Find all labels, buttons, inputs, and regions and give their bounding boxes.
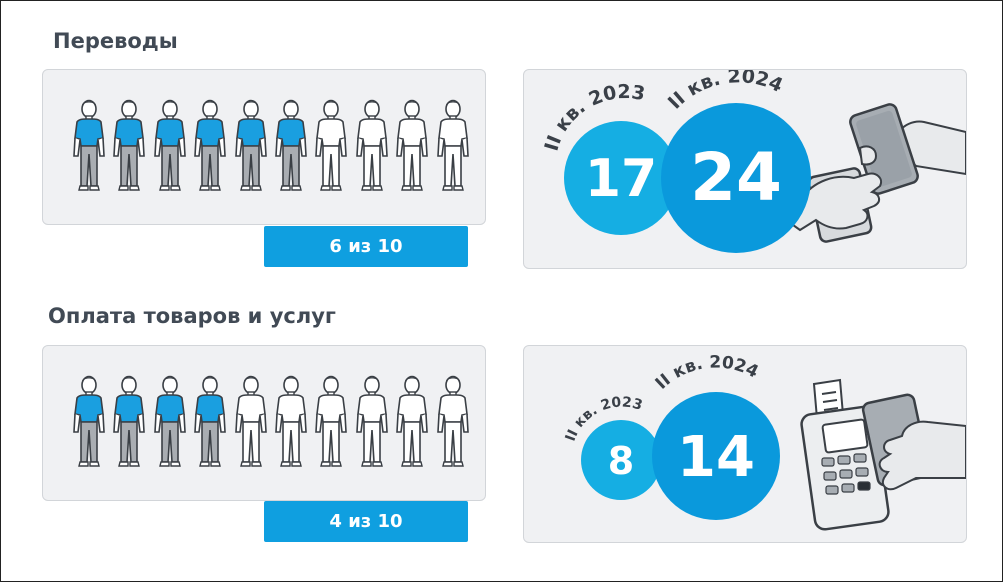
person-icon (392, 374, 432, 468)
bubble-2024-payments (652, 392, 780, 520)
person-icon-highlighted (109, 374, 149, 468)
section-title-transfers: Переводы (53, 29, 178, 53)
stat-panel-payments: II кв. 2023 II кв. 2024 8 14 (523, 345, 967, 543)
value-2023-transfers: 17 (585, 149, 657, 209)
share-badge-transfers: 6 из 10 (264, 226, 468, 267)
person-icon-highlighted (271, 98, 311, 192)
person-icon-highlighted (190, 374, 230, 468)
section-title-payments: Оплата товаров и услуг (48, 304, 336, 328)
stat-graphic-payments: II кв. 2023 II кв. 2024 8 14 (563, 352, 966, 531)
value-2024-payments: 14 (677, 425, 755, 490)
person-icon (392, 98, 432, 192)
person-icon (311, 98, 351, 192)
share-badge-payments: 4 из 10 (264, 501, 468, 542)
person-icon-highlighted (190, 98, 230, 192)
bubble-2024-transfers (661, 103, 811, 253)
phone-transfer-illustration (784, 103, 966, 243)
person-icon-highlighted (109, 98, 149, 192)
person-icon-highlighted (231, 98, 271, 192)
person-icon-highlighted (150, 374, 190, 468)
pay-terminal-illustration (800, 378, 966, 531)
value-2024-transfers: 24 (690, 139, 782, 216)
person-icon (271, 374, 311, 468)
period-label-2024-payments: II кв. 2024 (652, 352, 762, 393)
person-icon (311, 374, 351, 468)
person-icon-highlighted (69, 374, 109, 468)
value-2023-payments: 8 (608, 439, 634, 483)
stat-graphic-transfers: II кв. 2023 II кв. 2024 17 24 (541, 70, 966, 253)
person-icon (433, 374, 473, 468)
people-panel-payments (42, 345, 486, 501)
person-icon-highlighted (69, 98, 109, 192)
people-row (69, 374, 473, 468)
person-icon-highlighted (150, 98, 190, 192)
stat-panel-transfers: II кв. 2023 II кв. 2024 17 24 (523, 69, 967, 269)
person-icon (433, 98, 473, 192)
person-icon (352, 374, 392, 468)
people-row (69, 98, 473, 192)
people-panel-transfers (42, 69, 486, 225)
bubble-2023-transfers (564, 121, 678, 235)
person-icon (231, 374, 271, 468)
bubble-2023-payments (581, 420, 661, 500)
person-icon (352, 98, 392, 192)
